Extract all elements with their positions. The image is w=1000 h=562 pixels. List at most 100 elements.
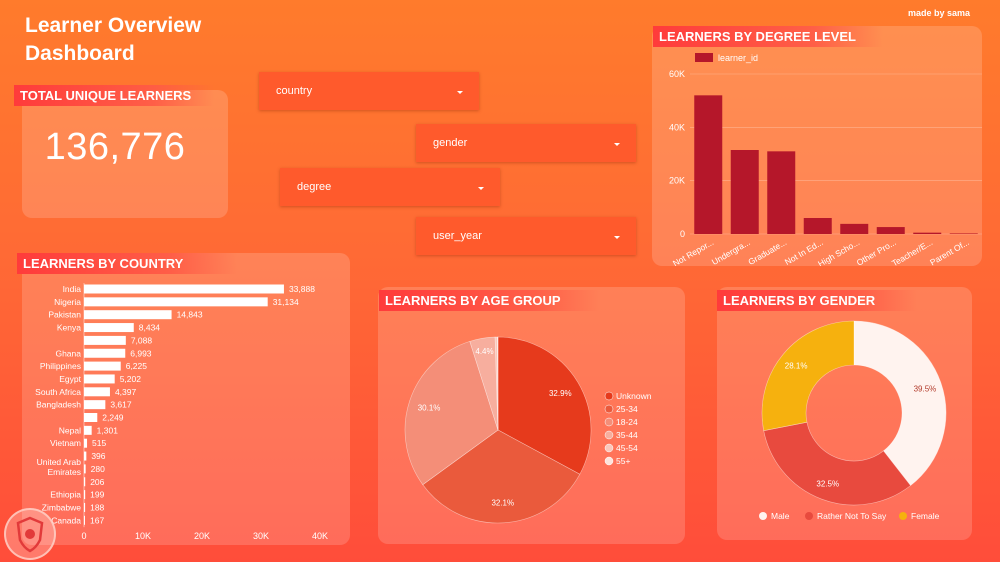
category-label: Nepal xyxy=(59,425,81,435)
category-label: Canada xyxy=(51,515,81,525)
data-label: 6,993 xyxy=(130,348,152,358)
shield-logo-icon xyxy=(4,508,56,560)
legend-label: Unknown xyxy=(616,391,652,401)
legend-swatch xyxy=(695,53,713,62)
gender-chart: 39.5% 32.5% 28.1% Male Rather Not To Say Fema… xyxy=(759,320,947,521)
legend-label: 25-34 xyxy=(616,404,638,414)
legend-swatch xyxy=(604,417,614,427)
gender-filter-label: gender xyxy=(433,137,468,149)
country-filter-dropdown[interactable]: country xyxy=(259,72,479,110)
data-label: 33,888 xyxy=(289,284,315,294)
category-label: India xyxy=(63,284,82,294)
category-label: Bangladesh xyxy=(36,400,81,410)
y-tick-label: 20K xyxy=(669,176,685,186)
slice-label: 32.5% xyxy=(816,479,839,488)
bar xyxy=(767,151,796,234)
y-tick-label: 40K xyxy=(669,122,685,132)
legend-swatch xyxy=(604,430,614,440)
slice-label: 4.4% xyxy=(475,347,493,356)
bar xyxy=(803,218,832,234)
donut-slice xyxy=(763,421,911,506)
legend-swatch xyxy=(759,512,767,520)
bar xyxy=(84,477,86,487)
x-tick-label: 20K xyxy=(194,531,210,541)
legend-swatch xyxy=(805,512,813,520)
legend-swatch xyxy=(604,404,614,414)
degree-chart: learner_id 0 20K 40K 60K Not Repor...Undergra… xyxy=(669,53,982,266)
bar xyxy=(84,348,126,358)
degree-filter-label: degree xyxy=(297,181,332,193)
bar xyxy=(84,387,110,397)
pie-slice xyxy=(404,340,499,486)
user-year-filter-dropdown[interactable]: user_year xyxy=(416,217,636,255)
dashboard-title: Learner Overview Dashboard xyxy=(25,12,201,68)
data-label: 396 xyxy=(91,451,105,461)
category-label: Egypt xyxy=(59,374,81,384)
bar xyxy=(84,515,85,525)
category-label: Nigeria xyxy=(54,297,81,307)
bar xyxy=(84,413,98,422)
data-label: 206 xyxy=(90,477,104,487)
country-chart: 33,888 India 31,134 Nigeria 14,843 Pakistan 8,… xyxy=(35,283,328,541)
x-tick-label: 40K xyxy=(312,531,328,541)
legend-label: 35-44 xyxy=(616,430,638,440)
bar xyxy=(84,451,87,461)
data-label: 167 xyxy=(90,515,104,525)
category-label: United Arab xyxy=(37,457,82,467)
x-tick-label: Undergra... xyxy=(710,237,752,266)
bar xyxy=(694,95,723,234)
age-chart-title: LEARNERS BY AGE GROUP xyxy=(379,290,599,311)
category-label: Kenya xyxy=(57,323,81,333)
pie-slice xyxy=(497,336,499,431)
x-tick-label: Graduate... xyxy=(746,237,788,266)
data-label: 1,301 xyxy=(97,425,119,435)
bar xyxy=(84,374,115,384)
degree-filter-dropdown[interactable]: degree xyxy=(280,168,500,206)
title-line-1: Learner Overview xyxy=(25,14,202,37)
x-tick-label: 0 xyxy=(81,531,86,541)
data-label: 280 xyxy=(91,464,105,474)
slice-label: 30.1% xyxy=(418,403,441,412)
data-label: 31,134 xyxy=(273,297,299,307)
category-label: South Africa xyxy=(35,387,81,397)
bar xyxy=(84,464,86,474)
slice-label: 32.1% xyxy=(491,498,514,507)
category-label: Ghana xyxy=(55,348,81,358)
age-chart-card: 32.9% 32.1% 30.1% 4.4% Unknown 25-34 18-24 35-4… xyxy=(378,287,685,544)
pie-slice xyxy=(422,429,581,524)
donut-slice xyxy=(761,320,855,431)
data-label: 2,249 xyxy=(102,413,124,423)
gender-chart-card: 39.5% 32.5% 28.1% Male Rather Not To Say Fema… xyxy=(717,287,972,540)
legend-label: 18-24 xyxy=(616,417,638,427)
gender-filter-dropdown[interactable]: gender xyxy=(416,124,636,162)
x-tick-label: 10K xyxy=(135,531,151,541)
user-year-filter-label: user_year xyxy=(433,230,482,242)
slice-label: 32.9% xyxy=(549,389,572,398)
legend-swatch xyxy=(604,391,614,401)
category-label: Emirates xyxy=(47,467,81,477)
bar xyxy=(84,425,92,435)
slice-label: 39.5% xyxy=(914,385,937,394)
category-label: Pakistan xyxy=(48,310,81,320)
data-label: 4,397 xyxy=(115,387,137,397)
data-label: 199 xyxy=(90,490,104,500)
legend-swatch xyxy=(604,443,614,453)
bar xyxy=(84,438,88,448)
legend-swatch xyxy=(604,456,614,466)
x-tick-label: Teacher/E... xyxy=(890,237,934,266)
y-tick-label: 60K xyxy=(669,69,685,79)
data-label: 7,088 xyxy=(131,335,153,345)
bar xyxy=(84,323,134,333)
legend-label: 45-54 xyxy=(616,443,638,453)
pie-slice xyxy=(497,336,592,475)
gender-chart-title: LEARNERS BY GENDER xyxy=(717,290,917,311)
bar xyxy=(84,400,106,410)
chevron-down-icon xyxy=(614,236,620,239)
legend-label: Male xyxy=(771,511,790,521)
category-label: Ethiopia xyxy=(50,490,81,500)
category-label: Philippines xyxy=(40,361,81,371)
x-tick-label: Not Repor... xyxy=(671,237,715,266)
legend-label: learner_id xyxy=(718,53,758,63)
chevron-down-icon xyxy=(457,91,463,94)
bar xyxy=(84,490,86,500)
